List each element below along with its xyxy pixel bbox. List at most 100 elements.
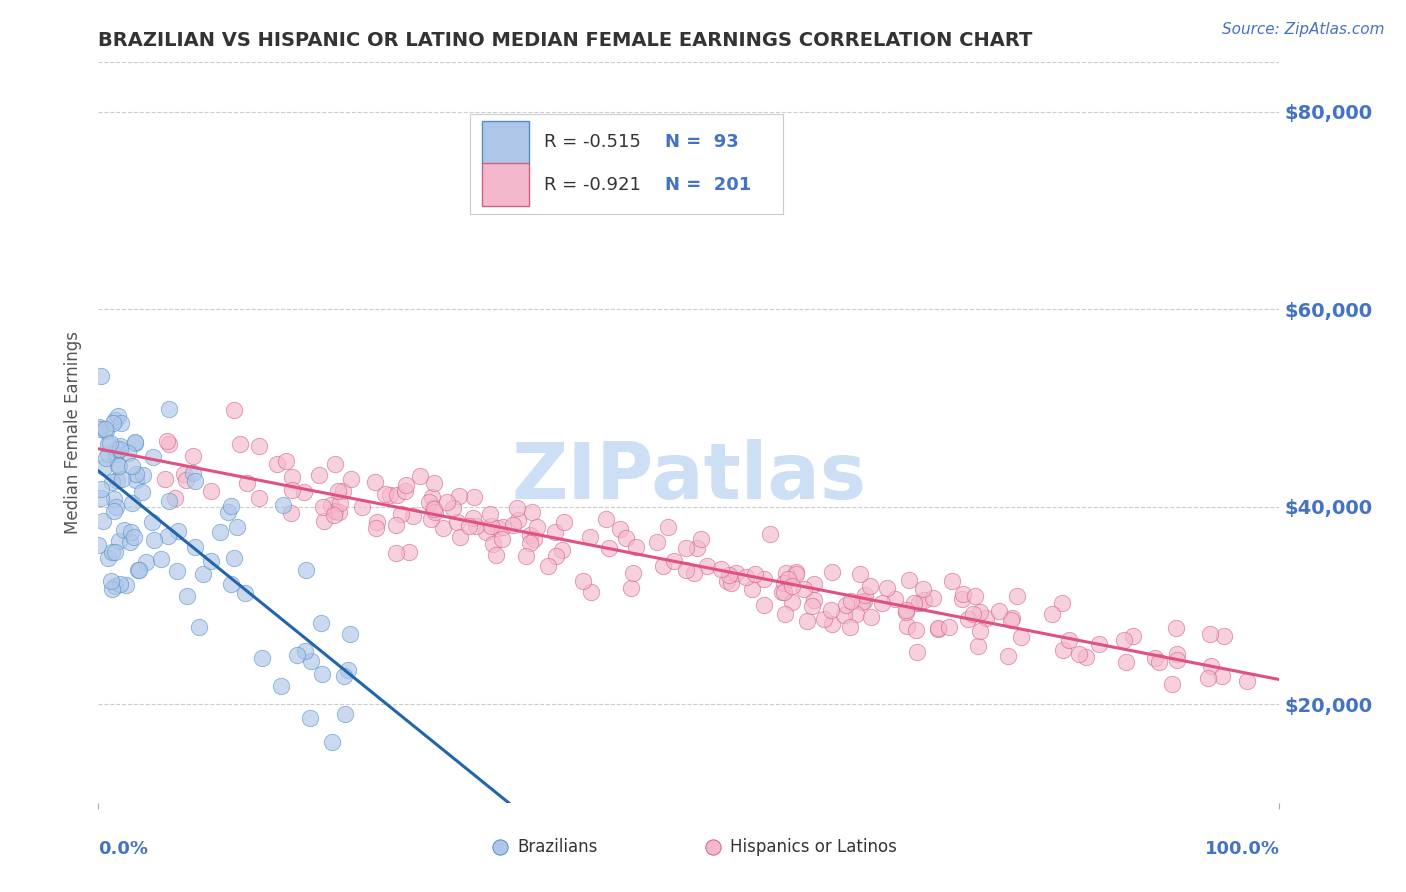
Point [217, 505, 239, 519]
Point [803, 577, 825, 591]
Point [266, 458, 288, 472]
Point [941, 574, 963, 588]
Point [105, 474, 128, 488]
Point [270, 679, 292, 693]
Point [938, 620, 960, 634]
Point [657, 520, 679, 534]
Point [135, 555, 157, 569]
Point [394, 478, 416, 492]
Point [775, 566, 797, 580]
Point [662, 554, 685, 568]
Point [295, 563, 318, 577]
Point [219, 500, 242, 514]
Point [93, 459, 115, 474]
Point [103, 504, 125, 518]
Point [508, 513, 530, 527]
Point [796, 614, 818, 628]
Point [280, 470, 302, 484]
Point [229, 437, 252, 451]
Point [544, 549, 567, 563]
Point [104, 579, 127, 593]
Point [551, 543, 574, 558]
Point [114, 578, 136, 592]
Text: Hispanics or Latinos: Hispanics or Latinos [730, 838, 897, 856]
Point [131, 484, 153, 499]
Point [110, 442, 132, 456]
Point [1005, 589, 1028, 603]
Point [187, 620, 209, 634]
Point [793, 582, 815, 597]
Point [1201, 659, 1223, 673]
Point [423, 501, 446, 516]
Point [408, 469, 430, 483]
Point [903, 596, 925, 610]
Text: BRAZILIAN VS HISPANIC OR LATINO MEDIAN FEMALE EARNINGS CORRELATION CHART: BRAZILIAN VS HISPANIC OR LATINO MEDIAN F… [98, 30, 1033, 50]
Point [308, 467, 330, 482]
Point [247, 491, 270, 505]
Point [1211, 669, 1233, 683]
Point [90, 482, 112, 496]
Point [319, 498, 342, 512]
Point [884, 591, 907, 606]
Point [1161, 677, 1184, 691]
Point [905, 645, 928, 659]
Point [294, 644, 316, 658]
Point [221, 577, 243, 591]
Point [422, 501, 444, 516]
Point [299, 654, 322, 668]
Point [124, 435, 146, 450]
Text: 0.0%: 0.0% [98, 840, 149, 858]
Point [326, 484, 349, 499]
Point [621, 566, 644, 580]
Point [820, 603, 842, 617]
Point [858, 579, 880, 593]
Point [744, 566, 766, 581]
Point [479, 518, 502, 533]
Point [849, 567, 872, 582]
Point [841, 593, 863, 607]
Point [402, 509, 425, 524]
Point [117, 446, 139, 460]
Point [157, 529, 180, 543]
Point [752, 598, 775, 612]
Point [89, 422, 111, 436]
Point [735, 570, 758, 584]
Point [609, 522, 631, 536]
Point [157, 401, 180, 416]
Point [110, 439, 132, 453]
Point [280, 506, 302, 520]
Point [423, 476, 446, 491]
Point [104, 413, 127, 427]
Point [620, 581, 643, 595]
Point [1010, 630, 1032, 644]
Point [118, 535, 141, 549]
FancyBboxPatch shape [471, 114, 783, 214]
Point [225, 520, 247, 534]
Point [125, 473, 148, 487]
Point [758, 527, 780, 541]
Point [956, 612, 979, 626]
Point [173, 467, 195, 481]
Point [1236, 674, 1258, 689]
Point [645, 535, 668, 549]
Point [686, 541, 709, 555]
Point [780, 579, 803, 593]
Text: ZIPatlas: ZIPatlas [512, 439, 866, 515]
Point [374, 487, 396, 501]
Point [752, 572, 775, 586]
Point [184, 474, 207, 488]
Point [200, 483, 222, 498]
Point [132, 467, 155, 482]
Point [142, 450, 165, 465]
Point [247, 438, 270, 452]
Point [1052, 643, 1074, 657]
Point [156, 434, 179, 448]
Point [696, 558, 718, 573]
Point [335, 706, 357, 721]
Point [463, 490, 485, 504]
Point [449, 530, 471, 544]
Point [963, 590, 986, 604]
Point [157, 493, 180, 508]
Point [720, 576, 742, 591]
Point [98, 436, 121, 450]
